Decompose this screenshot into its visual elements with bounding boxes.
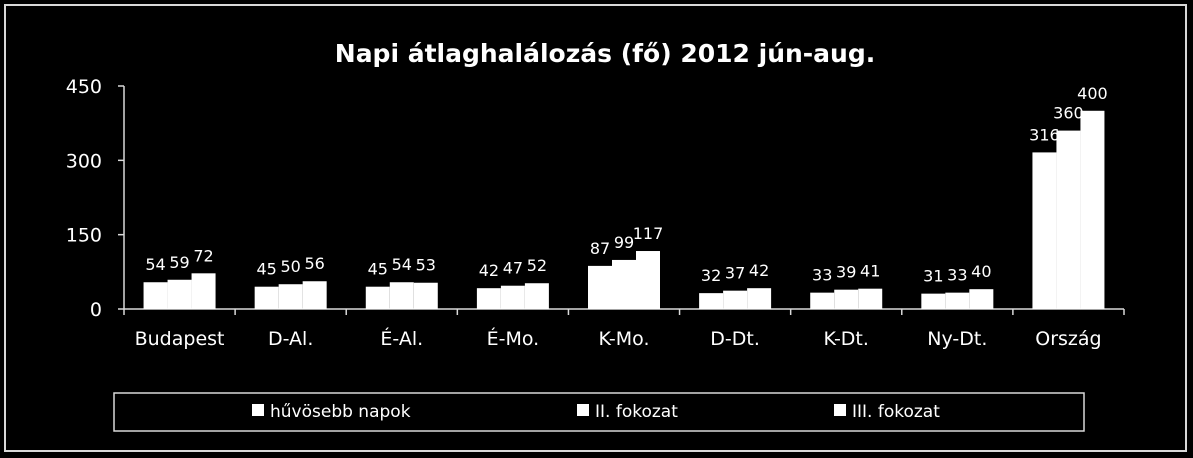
data-label: 316	[1029, 125, 1060, 144]
bar	[167, 279, 192, 309]
data-label: 99	[614, 233, 634, 252]
bar	[365, 286, 390, 309]
y-tick-label: 450	[66, 76, 102, 98]
bar	[191, 273, 216, 309]
data-label: 39	[836, 263, 856, 282]
data-label: 52	[527, 256, 547, 275]
data-label: 117	[633, 224, 664, 243]
data-label: 54	[145, 255, 165, 274]
data-label: 40	[971, 262, 991, 281]
data-label: 31	[923, 267, 943, 286]
data-label: 360	[1053, 104, 1084, 123]
bar	[921, 293, 946, 309]
data-label: 45	[368, 260, 388, 279]
x-tick-label: É-Mo.	[487, 327, 540, 350]
data-label: 53	[416, 256, 436, 275]
data-label: 45	[256, 260, 276, 279]
legend-swatch	[252, 404, 264, 416]
bar	[858, 288, 883, 309]
bar	[389, 282, 414, 309]
data-label: 56	[304, 254, 324, 273]
data-label: 42	[479, 261, 499, 280]
bar	[278, 284, 303, 309]
data-label: 33	[947, 266, 967, 285]
x-tick-label: D-Dt.	[710, 328, 760, 350]
legend-box	[113, 392, 1085, 432]
data-label: 47	[503, 259, 523, 278]
legend-swatch	[577, 404, 589, 416]
data-label: 32	[701, 266, 721, 285]
legend: hűvösebb napok II. fokozat III. fokozat	[252, 402, 940, 422]
data-label: 33	[812, 266, 832, 285]
bar	[723, 290, 748, 309]
bar	[834, 289, 859, 309]
chart-frame	[4, 4, 1187, 452]
legend-label: III. fokozat	[852, 402, 940, 422]
bar	[810, 292, 835, 309]
legend-label: II. fokozat	[595, 402, 678, 422]
data-label: 87	[590, 239, 610, 258]
legend-swatch	[834, 404, 846, 416]
bar	[254, 286, 279, 309]
bars	[143, 110, 1105, 310]
bar	[500, 285, 525, 309]
bar	[524, 283, 549, 309]
bar	[969, 289, 994, 309]
data-label: 54	[392, 255, 412, 274]
bar	[302, 281, 327, 309]
bar	[1056, 130, 1081, 309]
chart-title: Napi átlaghalálozás (fő) 2012 jún-aug.	[335, 39, 875, 68]
bar	[636, 251, 660, 309]
data-label: 37	[725, 264, 745, 283]
bar	[413, 282, 438, 309]
data-label: 42	[749, 261, 769, 280]
bar	[699, 293, 724, 309]
bar	[1080, 110, 1105, 310]
x-tick-label: K-Dt.	[823, 328, 868, 350]
bar	[143, 282, 168, 309]
y-tick-label: 0	[90, 299, 102, 321]
y-tick-label: 150	[66, 225, 102, 247]
data-label: 59	[169, 253, 189, 272]
bar	[1032, 152, 1057, 309]
legend-label: hűvösebb napok	[270, 402, 411, 422]
bar	[747, 288, 772, 309]
x-tick-label: K-Mo.	[598, 328, 649, 350]
x-tick-label: É-Al.	[380, 327, 423, 350]
axes: 0 150 300 450 Budapest D-Al. É-Al. É-Mo. K-Mo. D-…	[66, 76, 1125, 350]
y-tick-label: 300	[66, 150, 102, 172]
bar	[588, 265, 612, 309]
bar	[945, 292, 970, 309]
bar	[612, 259, 636, 309]
data-label: 72	[193, 246, 213, 265]
x-tick-label: Ny-Dt.	[927, 328, 987, 350]
x-tick-label: D-Al.	[268, 328, 313, 350]
data-label: 41	[860, 262, 880, 281]
x-tick-label: Ország	[1035, 328, 1101, 350]
data-label: 400	[1077, 84, 1108, 103]
data-label: 50	[280, 257, 300, 276]
x-tick-label: Budapest	[135, 328, 225, 350]
bar	[476, 288, 501, 309]
